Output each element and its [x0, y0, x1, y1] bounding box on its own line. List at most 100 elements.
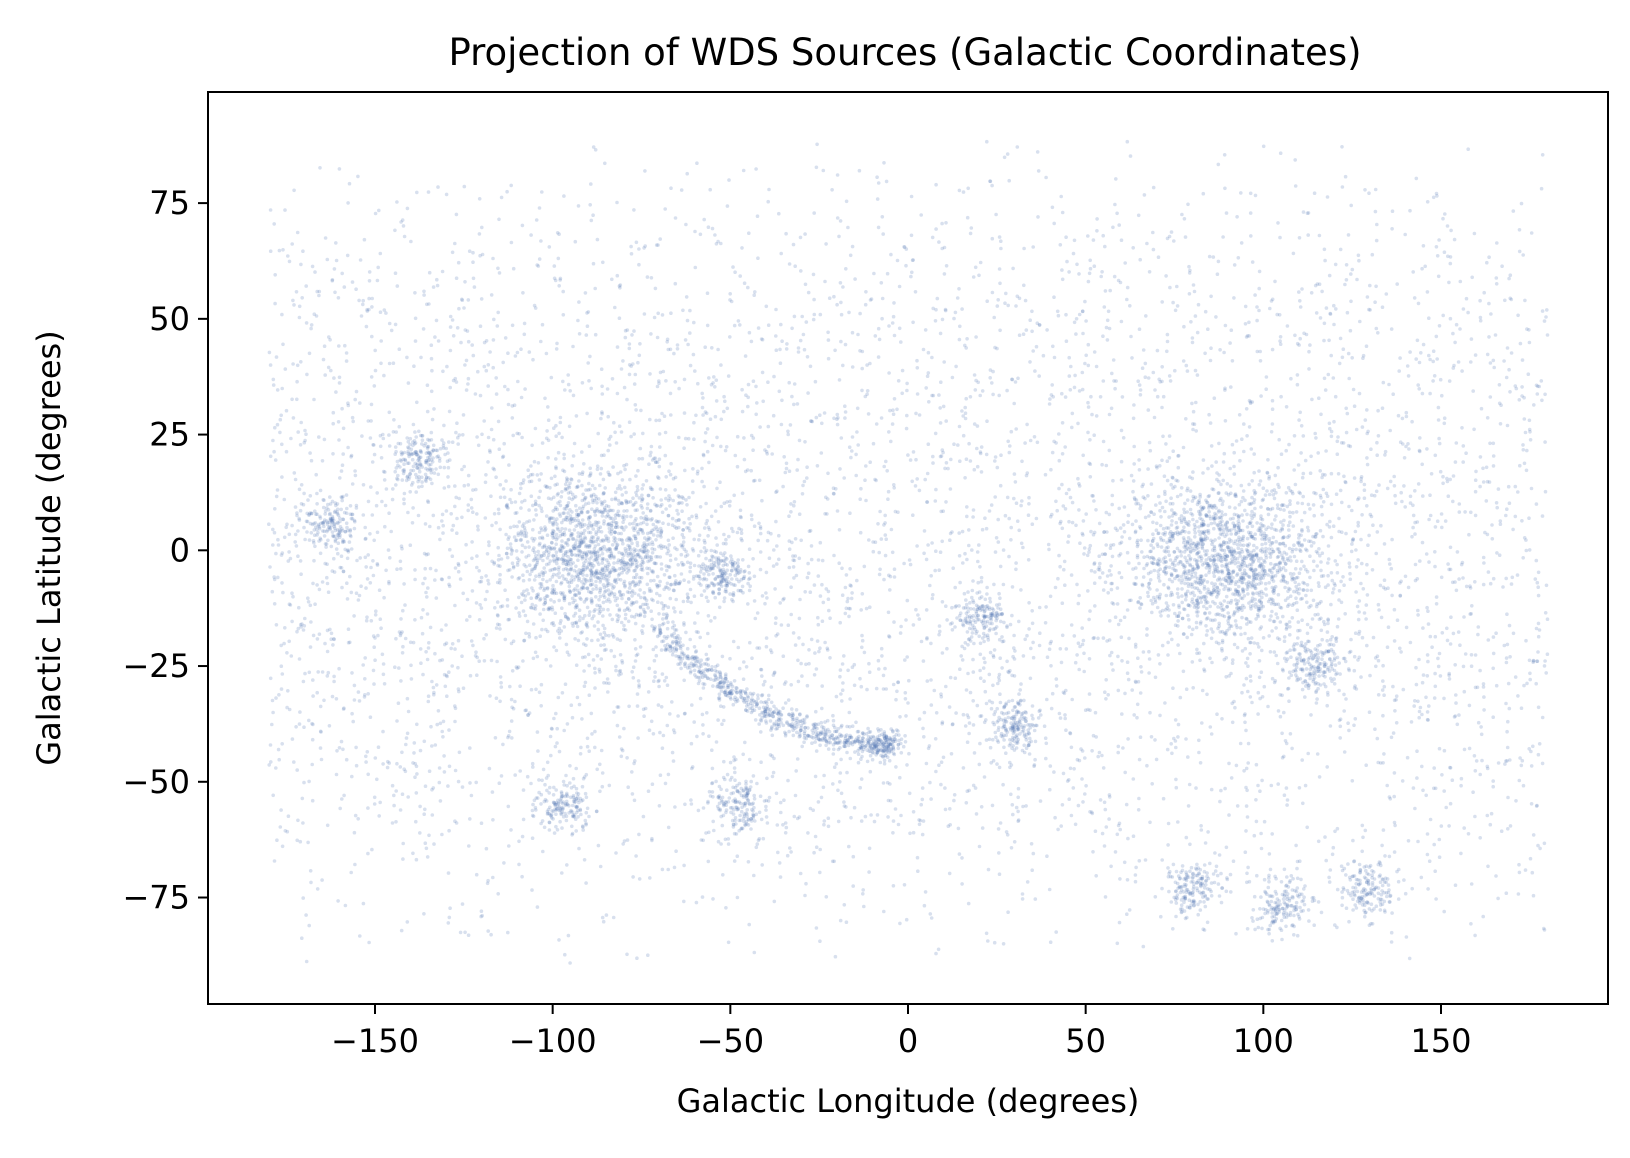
scatter-point	[843, 585, 848, 590]
scatter-point	[318, 166, 322, 170]
scatter-point	[960, 856, 964, 860]
scatter-point	[315, 690, 320, 695]
scatter-point	[1473, 933, 1477, 938]
scatter-point	[1067, 270, 1071, 274]
scatter-point	[835, 216, 840, 220]
scatter-point	[373, 348, 378, 353]
scatter-point	[631, 875, 635, 879]
scatter-point	[1431, 359, 1435, 364]
scatter-point	[293, 477, 298, 482]
scatter-point	[1010, 673, 1014, 678]
scatter-point	[1306, 211, 1311, 215]
scatter-point	[1433, 869, 1437, 873]
scatter-point	[300, 796, 305, 801]
scatter-point	[1224, 632, 1228, 637]
scatter-point	[387, 321, 392, 326]
scatter-point	[1278, 561, 1282, 566]
scatter-point	[706, 225, 711, 229]
scatter-point	[1433, 671, 1437, 676]
scatter-point	[1344, 697, 1348, 701]
scatter-point	[507, 729, 512, 734]
scatter-point	[320, 459, 325, 463]
scatter-point	[425, 383, 430, 388]
scatter-point	[909, 194, 914, 199]
scatter-point	[747, 922, 751, 927]
scatter-point	[1464, 451, 1468, 456]
scatter-point	[952, 798, 956, 803]
scatter-point	[334, 390, 338, 394]
scatter-point	[809, 637, 814, 642]
scatter-point	[1240, 437, 1244, 442]
scatter-point	[957, 287, 961, 291]
scatter-point	[1114, 177, 1118, 181]
scatter-point	[447, 915, 452, 920]
scatter-point	[1149, 598, 1153, 603]
scatter-point	[996, 517, 1000, 522]
scatter-point	[488, 694, 492, 698]
scatter-point	[1365, 504, 1369, 508]
scatter-point	[1333, 394, 1338, 399]
scatter-point	[517, 614, 522, 618]
scatter-point	[800, 314, 804, 319]
scatter-point	[1007, 554, 1011, 559]
scatter-point	[1511, 527, 1515, 532]
scatter-point	[272, 577, 277, 582]
scatter-point	[296, 626, 301, 631]
scatter-point	[916, 869, 920, 873]
scatter-point	[669, 461, 673, 466]
scatter-point	[1222, 350, 1226, 355]
scatter-point	[1146, 467, 1150, 471]
scatter-point	[1273, 527, 1277, 532]
scatter-point	[1137, 383, 1142, 387]
scatter-point	[530, 761, 535, 766]
scatter-point	[862, 564, 867, 569]
scatter-point	[1428, 357, 1432, 362]
scatter-point	[394, 789, 399, 793]
scatter-point	[1025, 471, 1030, 475]
scatter-point	[675, 347, 680, 351]
scatter-point	[828, 656, 832, 660]
scatter-point	[267, 350, 272, 355]
scatter-point	[719, 444, 723, 449]
scatter-point	[1084, 353, 1088, 358]
scatter-point	[447, 582, 451, 587]
scatter-points	[267, 139, 1550, 965]
scatter-point	[427, 641, 431, 645]
scatter-point	[929, 678, 933, 682]
scatter-point	[1249, 636, 1254, 640]
scatter-point	[789, 510, 793, 514]
scatter-point	[274, 766, 278, 770]
scatter-point	[483, 597, 488, 602]
scatter-point	[498, 572, 502, 577]
scatter-point	[645, 275, 650, 279]
scatter-point	[508, 684, 512, 689]
scatter-point	[871, 549, 876, 554]
scatter-point	[1421, 342, 1426, 347]
scatter-point	[428, 625, 433, 630]
scatter-point	[1320, 475, 1324, 480]
scatter-point	[1339, 579, 1343, 584]
scatter-point	[977, 762, 982, 767]
scatter-point	[958, 324, 962, 329]
scatter-point	[1008, 622, 1013, 627]
scatter-point	[1240, 690, 1244, 695]
scatter-point	[450, 318, 455, 322]
scatter-point	[1485, 764, 1490, 769]
scatter-point	[906, 453, 910, 457]
scatter-point	[354, 389, 359, 394]
scatter-point	[509, 719, 514, 723]
scatter-point	[983, 516, 987, 520]
scatter-point	[816, 800, 821, 804]
scatter-point	[1078, 541, 1082, 545]
scatter-point	[463, 328, 468, 332]
scatter-point	[895, 407, 899, 412]
scatter-point	[626, 785, 630, 789]
scatter-point	[459, 340, 463, 345]
scatter-point	[456, 569, 461, 574]
scatter-point	[848, 567, 852, 571]
scatter-point	[329, 631, 334, 636]
scatter-point	[1434, 191, 1439, 196]
scatter-point	[686, 342, 690, 347]
scatter-point	[905, 381, 909, 386]
scatter-point	[1356, 617, 1361, 622]
